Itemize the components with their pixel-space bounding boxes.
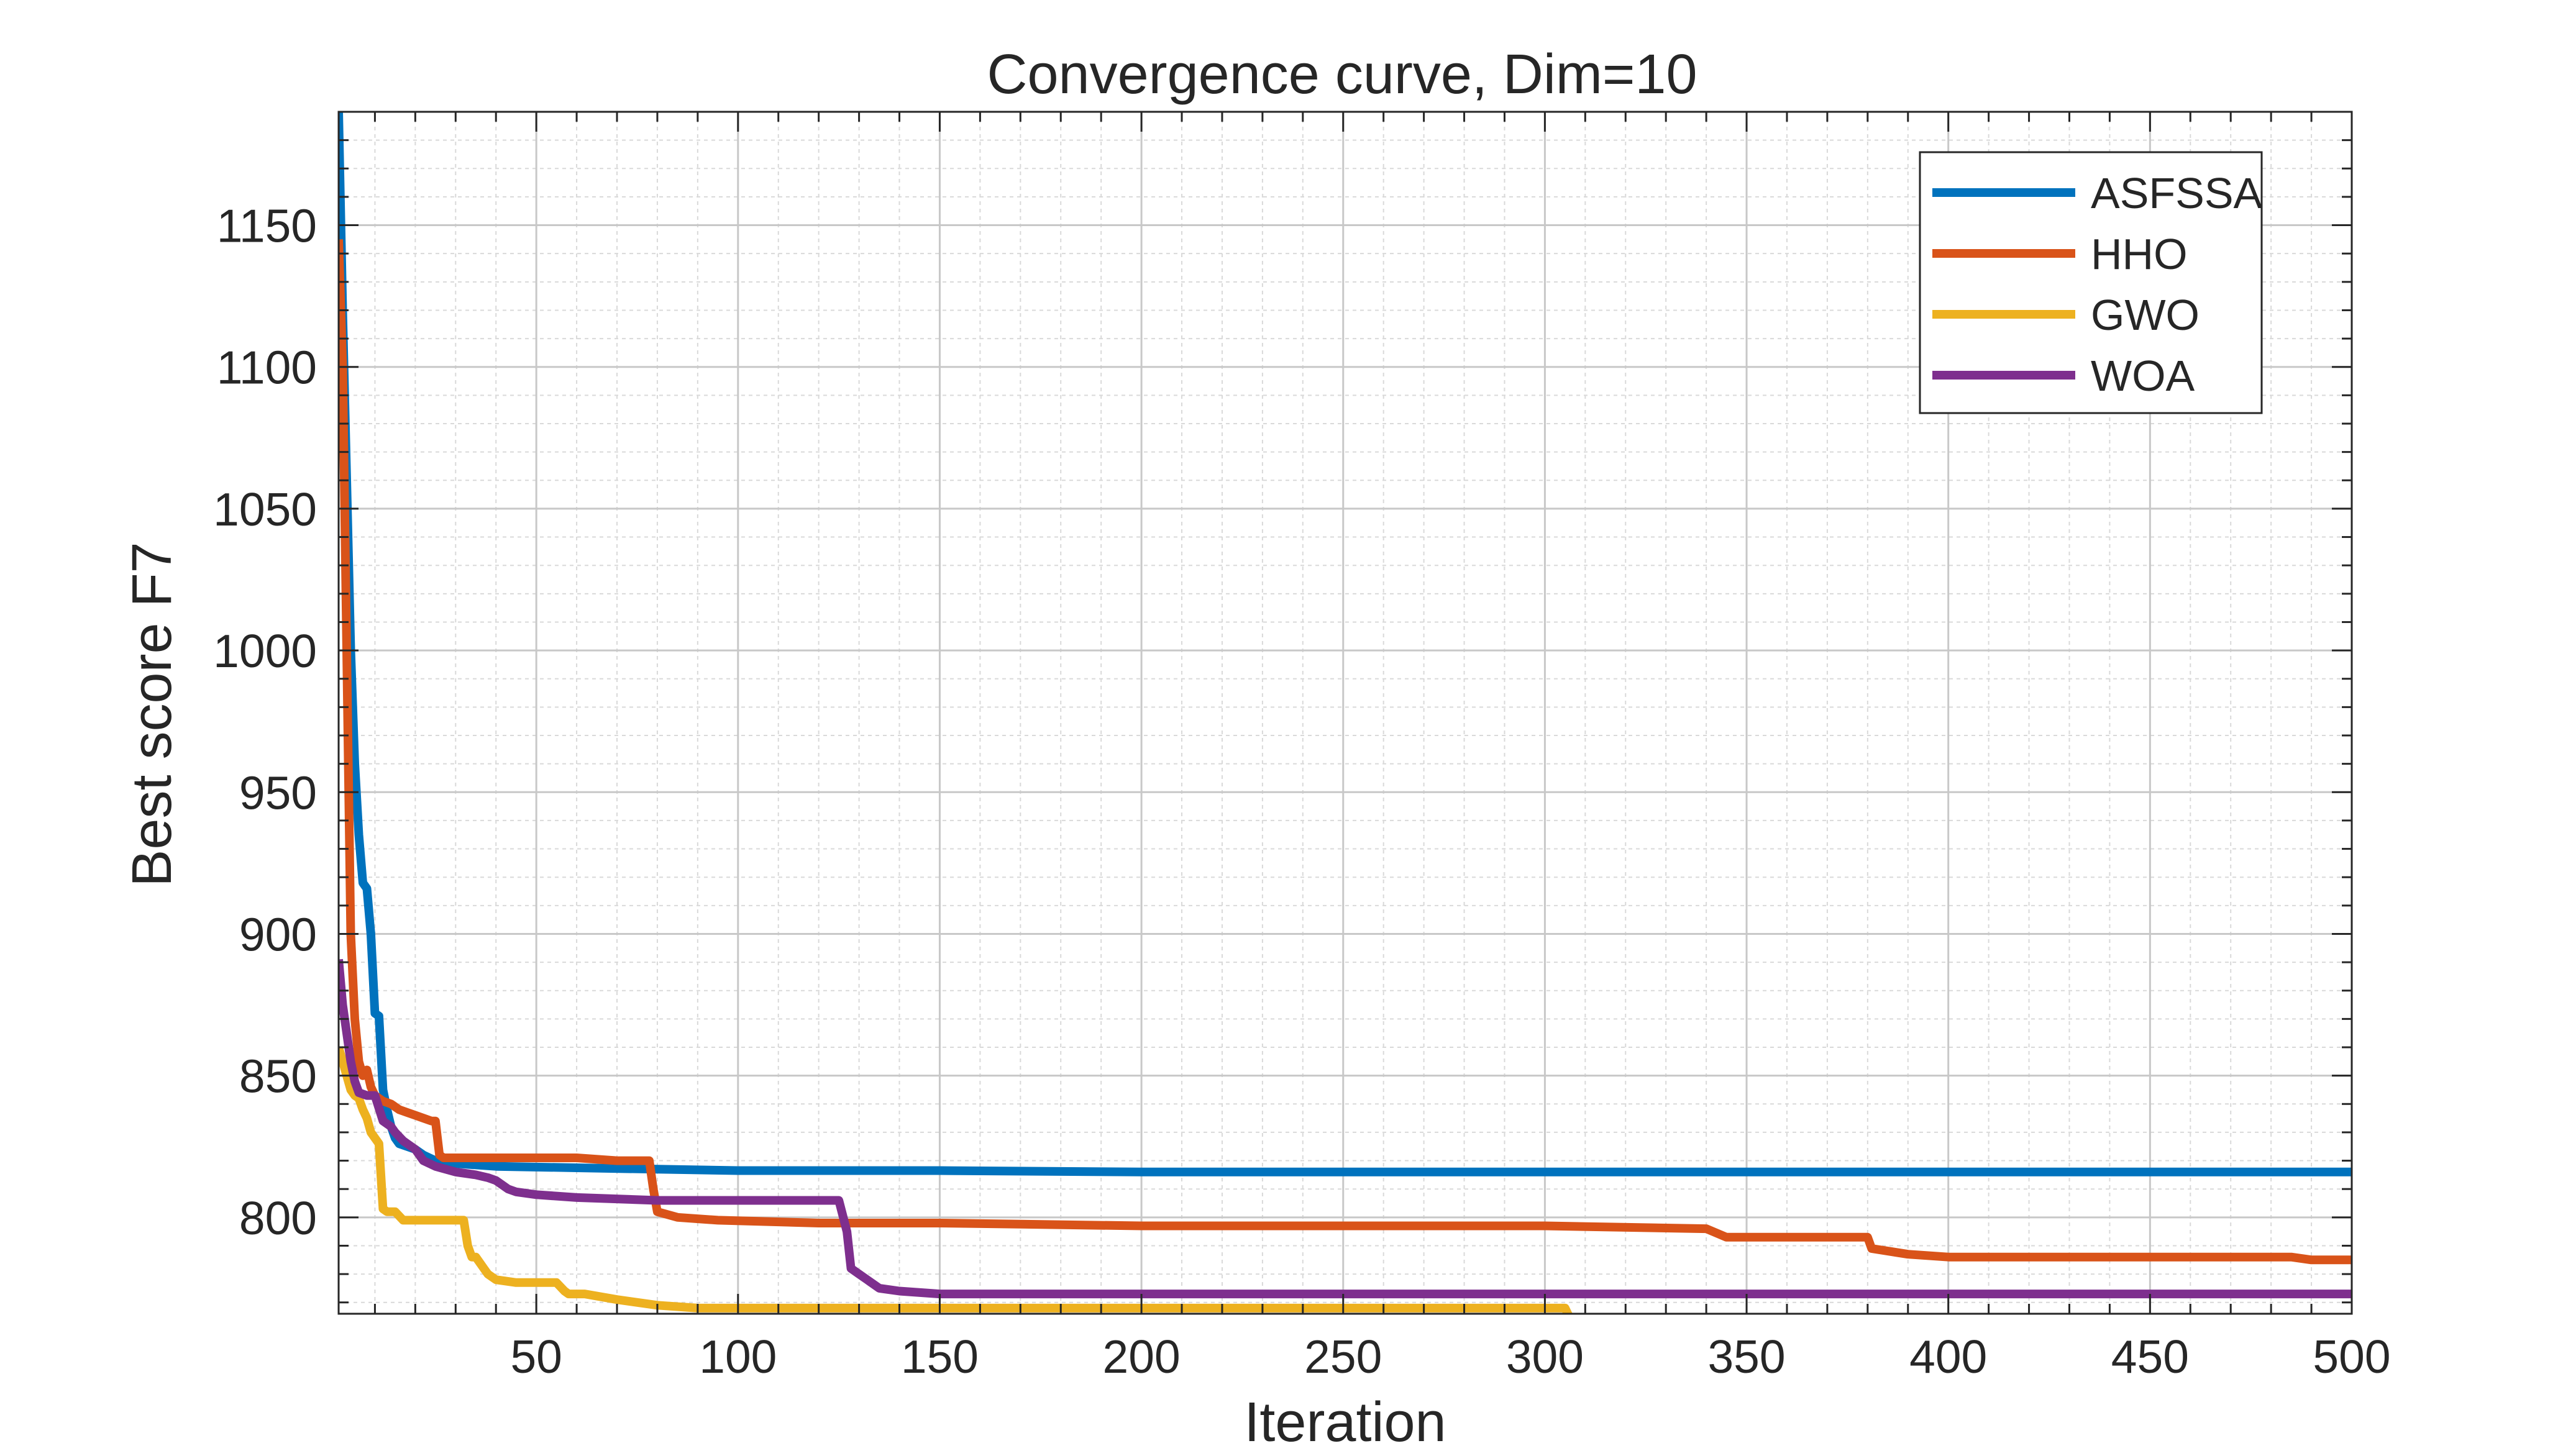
series-line-hho <box>339 239 2352 1265</box>
legend-label-asfssa: ASFSSA <box>2091 169 2263 217</box>
x-tick-label: 400 <box>1909 1331 1987 1383</box>
x-tick-label: 250 <box>1304 1331 1382 1383</box>
tick-marks <box>339 111 2353 1314</box>
legend-label-hho: HHO <box>2091 230 2188 278</box>
x-tick-label: 50 <box>510 1331 562 1383</box>
legend-label-woa: WOA <box>2091 352 2195 400</box>
y-tick-label: 950 <box>239 767 317 819</box>
x-tick-label: 500 <box>2313 1331 2390 1383</box>
x-tick-label: 300 <box>1506 1331 1584 1383</box>
y-tick-label: 1100 <box>217 342 317 394</box>
chart-title: Convergence curve, Dim=10 <box>987 43 1697 106</box>
legend: ASFSSA HHO GWO WOA <box>1919 151 2263 414</box>
series-layer <box>339 112 2352 1314</box>
y-tick-label: 1050 <box>213 483 317 535</box>
y-tick-label: 850 <box>239 1050 317 1103</box>
x-tick-labels: 50 100 150 200 250 300 350 400 450 500 <box>510 1331 2390 1383</box>
y-tick-label: 1000 <box>213 625 317 677</box>
y-tick-labels: 800 850 900 950 1000 1050 1100 1150 <box>213 200 317 1244</box>
x-tick-label: 150 <box>901 1331 979 1383</box>
legend-label-gwo: GWO <box>2091 291 2200 339</box>
y-tick-label: 900 <box>239 908 317 960</box>
y-axis-label: Best score F7 <box>121 542 183 886</box>
x-tick-label: 100 <box>699 1331 777 1383</box>
y-tick-label: 800 <box>239 1192 317 1244</box>
x-tick-label: 350 <box>1707 1331 1785 1383</box>
axes-box <box>337 111 2353 1315</box>
series-line-woa <box>339 958 2352 1299</box>
y-tick-label: 1150 <box>217 200 317 252</box>
x-axis-label: Iteration <box>1244 1391 1446 1454</box>
x-tick-label: 200 <box>1103 1331 1181 1383</box>
series-line-gwo <box>339 1046 1578 1314</box>
x-tick-label: 450 <box>2111 1331 2189 1383</box>
series-line-asfssa <box>339 112 2352 1176</box>
legend-entries: ASFSSA HHO GWO WOA <box>1932 169 2263 400</box>
